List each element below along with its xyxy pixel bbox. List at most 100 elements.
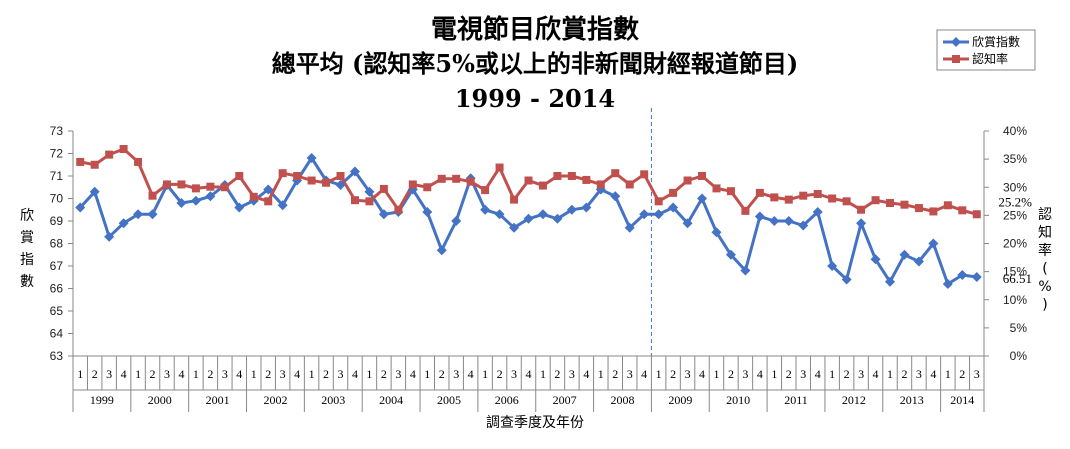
data-point-awareness (322, 178, 331, 187)
data-point-awareness (134, 157, 143, 166)
y-left-tick-label: 73 (50, 124, 64, 138)
data-point-awareness (683, 176, 692, 185)
data-point-awareness (162, 180, 171, 189)
data-point-awareness (755, 188, 764, 197)
legend-label-awareness: 認知率 (972, 51, 1008, 66)
data-point-awareness (408, 180, 417, 189)
data-point-appreciation (378, 209, 389, 220)
data-label-awareness: 25.2% (998, 194, 1032, 209)
y-right-tick-label: 20% (1003, 237, 1027, 251)
year-label: 2008 (610, 393, 634, 407)
y-right-tick-label: 5% (1010, 321, 1028, 335)
legend-marker-appreciation (951, 37, 961, 47)
data-point-awareness (466, 177, 475, 186)
quarter-label: 4 (699, 367, 705, 381)
quarter-label: 4 (583, 367, 589, 381)
year-label: 2014 (950, 393, 974, 407)
data-point-awareness (105, 150, 114, 159)
quarter-label: 2 (612, 367, 618, 381)
y-axis-left-ticks: 63 64 65 66 67 68 69 70 71 72 73 (50, 124, 73, 363)
quarter-label: 4 (410, 367, 416, 381)
data-point-appreciation (75, 202, 86, 213)
y-left-tick-label: 65 (50, 304, 64, 318)
data-point-appreciation (725, 249, 736, 260)
data-point-appreciation (581, 202, 592, 213)
data-point-awareness (452, 174, 461, 183)
quarter-label: 4 (236, 367, 242, 381)
data-point-appreciation (885, 276, 896, 287)
data-point-appreciation (349, 166, 360, 177)
chart-title-line2: 總平均 (認知率5%或以上的非新聞財經報道節目) (272, 49, 799, 78)
data-point-awareness (741, 206, 750, 215)
data-point-awareness (119, 145, 128, 153)
data-point-awareness (249, 192, 258, 201)
quarter-label: 4 (815, 367, 821, 381)
quarter-label: 1 (77, 367, 83, 381)
data-point-awareness (625, 180, 634, 189)
axis-label-char: 指 (20, 252, 34, 268)
data-point-awareness (698, 172, 707, 180)
data-point-appreciation (957, 270, 968, 280)
data-point-awareness (148, 191, 157, 200)
legend-box (936, 29, 1036, 71)
quarter-label: 1 (366, 367, 372, 381)
data-point-awareness (235, 172, 244, 180)
quarter-label: 4 (873, 367, 879, 381)
data-point-appreciation (870, 254, 881, 265)
data-point-appreciation (942, 279, 953, 289)
data-point-appreciation (277, 200, 288, 211)
axis-label-char: 欣 (20, 208, 34, 224)
quarter-label: 3 (569, 367, 575, 381)
data-point-appreciation (928, 238, 939, 249)
data-point-awareness (857, 205, 866, 214)
data-point-awareness (914, 204, 923, 213)
data-point-awareness (972, 210, 981, 219)
quarter-label: 4 (468, 367, 474, 381)
data-point-awareness (871, 196, 880, 205)
data-point-awareness (177, 180, 186, 189)
data-point-awareness (900, 200, 909, 209)
data-point-appreciation (812, 207, 823, 217)
axes (72, 131, 985, 357)
data-point-appreciation (480, 204, 491, 215)
data-point-appreciation (798, 220, 809, 231)
data-point-awareness (481, 186, 490, 195)
data-point-appreciation (769, 216, 780, 226)
data-point-awareness (842, 197, 851, 206)
y-right-tick-label: 0% (1010, 349, 1028, 363)
quarter-label: 1 (945, 367, 951, 381)
quarter-label: 3 (395, 367, 401, 381)
data-point-appreciation (494, 209, 505, 220)
data-point-awareness (799, 191, 808, 200)
quarter-label: 1 (713, 367, 719, 381)
y-left-tick-label: 66 (50, 282, 64, 296)
quarter-label: 1 (887, 367, 893, 381)
data-point-appreciation (971, 272, 982, 283)
data-point-appreciation (740, 265, 751, 276)
quarter-label: 2 (92, 367, 98, 381)
data-point-awareness (191, 184, 200, 193)
data-point-awareness (293, 172, 302, 180)
quarter-label: 4 (352, 367, 358, 381)
quarter-label: 2 (786, 367, 792, 381)
year-label: 2002 (263, 393, 287, 407)
legend: 欣賞指數 認知率 (936, 29, 1036, 71)
data-point-appreciation (335, 180, 346, 190)
quarter-label: 4 (121, 367, 127, 381)
year-label: 2003 (321, 393, 345, 407)
quarter-label: 2 (959, 367, 965, 381)
quarter-label: 1 (251, 367, 257, 381)
quarter-label: 3 (742, 367, 748, 381)
chart-title: 電視節目欣賞指數 總平均 (認知率5%或以上的非新聞財經報道節目) 1999 -… (272, 14, 799, 113)
quarter-label: 1 (193, 367, 199, 381)
quarter-label: 1 (135, 367, 141, 381)
axis-label-char: ( (1042, 261, 1047, 277)
quarter-label: 2 (844, 367, 850, 381)
quarter-label: 2 (207, 367, 213, 381)
data-point-awareness (712, 184, 721, 193)
y-right-tick-label: 30% (1003, 180, 1027, 194)
data-point-awareness (423, 183, 432, 192)
quarter-label: 1 (829, 367, 835, 381)
quarter-label: 1 (598, 367, 604, 381)
